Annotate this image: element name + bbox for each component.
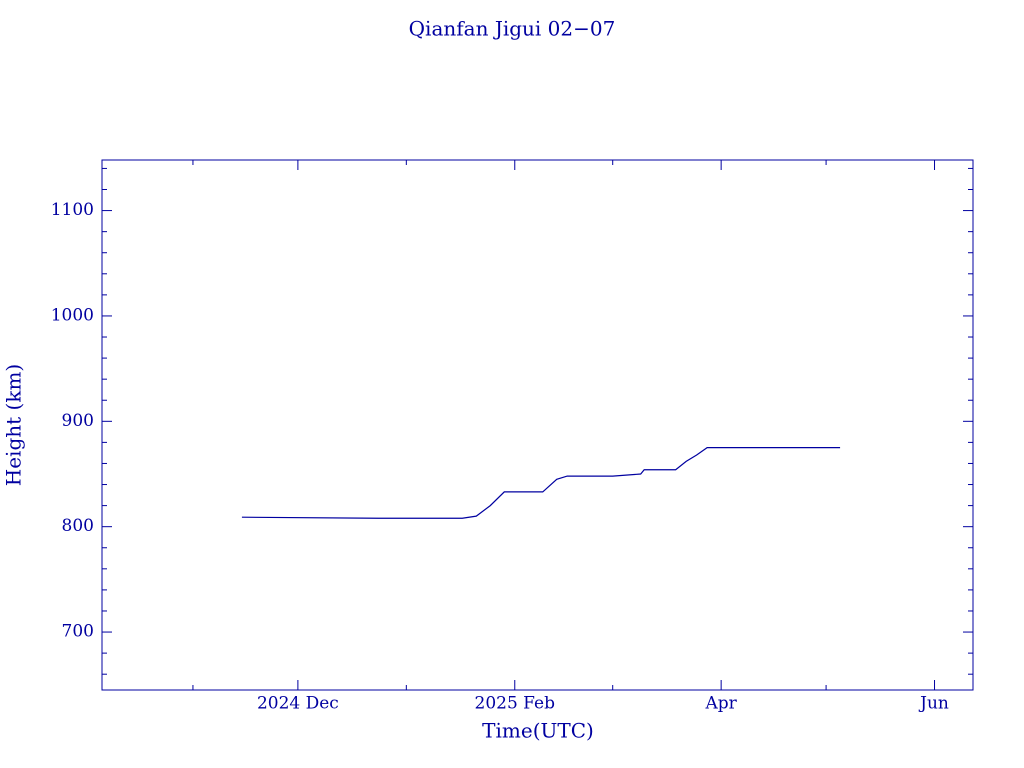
data-line [241,447,841,519]
y-tick-label: 800 [62,516,94,536]
plot-frame [101,159,974,691]
x-tick-label: 2024 Dec [257,694,339,714]
y-axis-label: Height (km) [2,364,26,486]
y-tick-label: 1100 [51,200,94,220]
y-tick-label: 900 [62,411,94,431]
y-tick-label: 1000 [51,305,94,325]
x-tick-label: 2025 Feb [475,694,556,714]
chart-title: Qianfan Jigui 02−07 [409,17,616,41]
x-axis-label: Time(UTC) [482,719,594,743]
y-tick-label: 700 [62,622,94,642]
x-tick-label: Jun [918,694,949,714]
x-tick-label: Apr [704,694,737,714]
